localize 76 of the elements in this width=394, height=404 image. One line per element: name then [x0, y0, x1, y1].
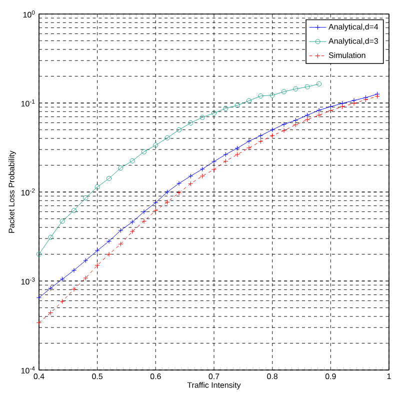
point	[71, 208, 77, 214]
point	[293, 122, 298, 128]
point	[293, 118, 298, 123]
point	[246, 145, 252, 150]
point	[281, 128, 287, 134]
point	[316, 108, 322, 113]
point	[153, 208, 158, 214]
point	[188, 120, 194, 126]
point	[141, 149, 147, 154]
point	[106, 252, 112, 257]
point	[234, 146, 240, 151]
point	[246, 138, 252, 144]
point	[293, 86, 298, 92]
point	[270, 92, 275, 98]
point	[270, 133, 275, 138]
point	[164, 189, 170, 195]
point	[258, 93, 264, 98]
point	[176, 180, 182, 186]
point	[36, 320, 42, 326]
point	[60, 298, 65, 304]
point	[60, 218, 65, 224]
point	[141, 209, 147, 214]
point	[304, 112, 310, 118]
point	[83, 258, 88, 264]
point	[234, 152, 240, 158]
point	[176, 190, 182, 196]
point	[130, 219, 135, 225]
point	[106, 238, 112, 244]
point	[258, 138, 264, 144]
point	[94, 248, 100, 254]
point	[83, 275, 88, 281]
point	[94, 184, 100, 190]
point	[351, 100, 357, 106]
point	[188, 174, 194, 179]
point	[270, 127, 275, 132]
point	[94, 262, 100, 268]
point	[223, 158, 228, 164]
point	[211, 166, 217, 172]
point	[130, 228, 135, 234]
point	[164, 200, 170, 205]
point	[316, 112, 322, 118]
point	[118, 242, 124, 247]
point	[200, 166, 205, 172]
point	[211, 158, 217, 164]
point	[223, 152, 228, 158]
point	[281, 122, 287, 127]
point	[176, 127, 182, 132]
point	[130, 158, 135, 164]
point	[328, 104, 334, 110]
point	[258, 133, 264, 138]
point	[48, 234, 54, 240]
point	[281, 89, 287, 94]
point	[60, 276, 65, 282]
point	[234, 102, 240, 108]
point	[141, 218, 147, 224]
point	[211, 110, 217, 116]
point	[304, 84, 310, 90]
point	[83, 195, 88, 200]
point	[118, 165, 124, 171]
point	[153, 200, 158, 206]
point	[223, 106, 228, 111]
point	[71, 286, 77, 292]
point	[188, 181, 194, 186]
point	[153, 142, 158, 148]
point	[48, 286, 54, 291]
point	[164, 135, 170, 140]
point	[106, 176, 112, 181]
point	[71, 268, 77, 273]
point	[246, 98, 252, 104]
point	[340, 104, 345, 110]
point	[48, 310, 54, 316]
point	[200, 174, 205, 179]
point	[200, 114, 205, 120]
point	[328, 108, 334, 114]
point	[304, 117, 310, 122]
point	[118, 228, 124, 233]
